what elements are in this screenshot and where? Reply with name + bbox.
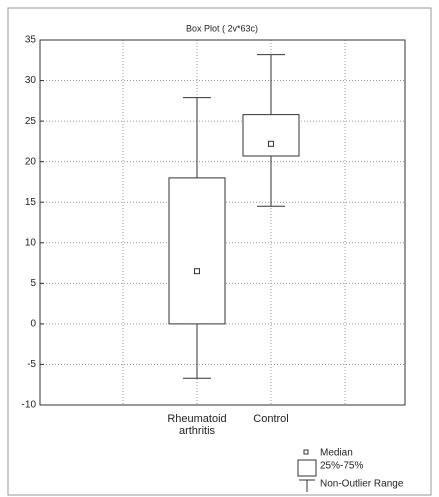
y-tick-label: -5 [27,359,36,370]
y-tick-label: 25 [25,116,37,127]
legend-median-marker [303,449,309,455]
y-tick-label: 20 [25,156,37,167]
legend-label: 25%-75% [320,461,363,472]
x-tick-label: Control [253,413,289,425]
x-tick-label: Rheumatoid arthritis [167,413,227,437]
median [268,140,274,147]
y-tick-label: 10 [25,237,37,248]
legend-label: Median [320,448,353,459]
y-tick-label: 30 [25,75,37,86]
chart-title: Box Plot ( 2v*63c) [186,23,258,33]
legend: Median 25%-75% Non-Outlier Range [297,448,404,492]
y-tick-label: 0 [30,319,36,330]
box [168,177,226,325]
legend-box-marker [297,459,317,477]
y-tick-label: 35 [25,35,37,46]
y-tick-label: -10 [22,400,37,411]
legend-label: Non-Outlier Range [320,479,404,490]
plot-border [39,39,406,406]
median [194,268,200,275]
y-tick-label: 15 [25,197,37,208]
box [242,114,300,157]
y-tick-label: 5 [30,278,36,289]
